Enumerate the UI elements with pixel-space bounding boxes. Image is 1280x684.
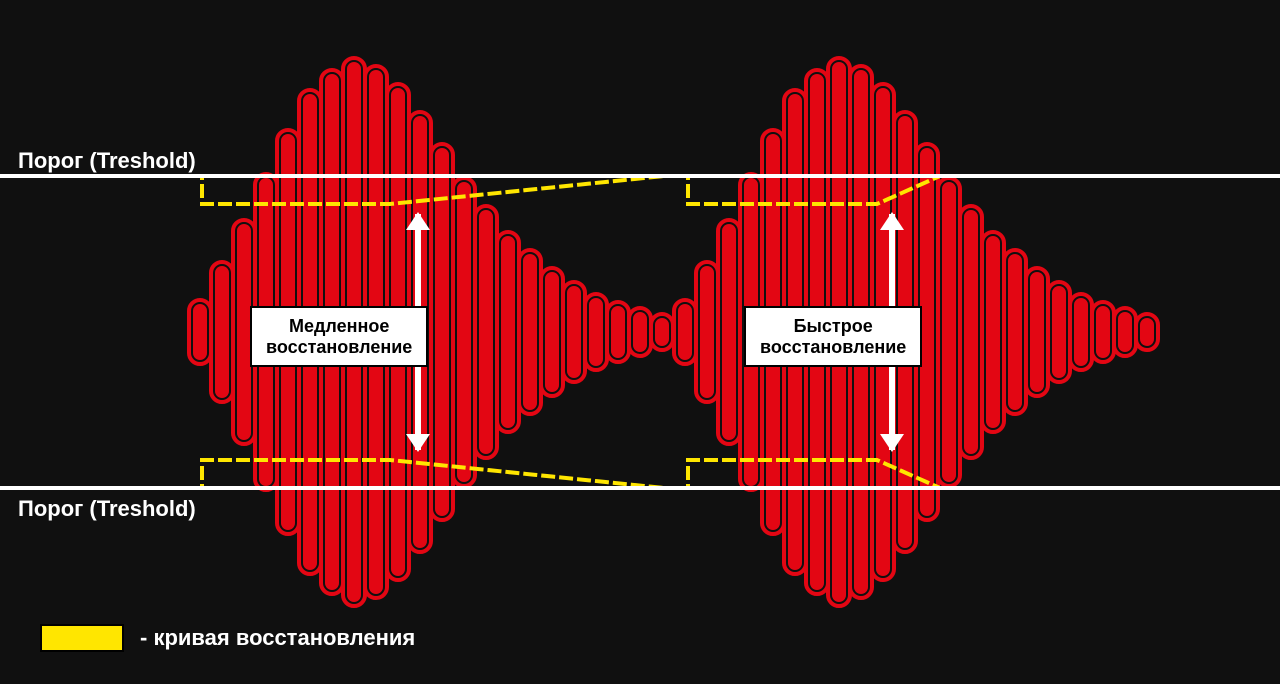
legend-swatch (40, 624, 124, 652)
legend: - кривая восстановления (40, 624, 415, 652)
callout-fast-line2: восстановление (760, 337, 906, 357)
diagram-stage: Порог (Treshold) Порог (Treshold) Медлен… (0, 0, 1280, 684)
callout-slow-line1: Медленное (289, 316, 389, 336)
threshold-line-top (0, 174, 1280, 178)
callout-slow-recovery: Медленное восстановление (250, 306, 428, 367)
callout-slow-line2: восстановление (266, 337, 412, 357)
threshold-label-bottom: Порог (Treshold) (18, 496, 196, 522)
diagram-svg (0, 0, 1280, 684)
legend-text: - кривая восстановления (140, 625, 415, 651)
callout-fast-line1: Быстрое (794, 316, 873, 336)
threshold-label-top: Порог (Treshold) (18, 148, 196, 174)
callout-fast-recovery: Быстрое восстановление (744, 306, 922, 367)
threshold-line-bottom (0, 486, 1280, 490)
